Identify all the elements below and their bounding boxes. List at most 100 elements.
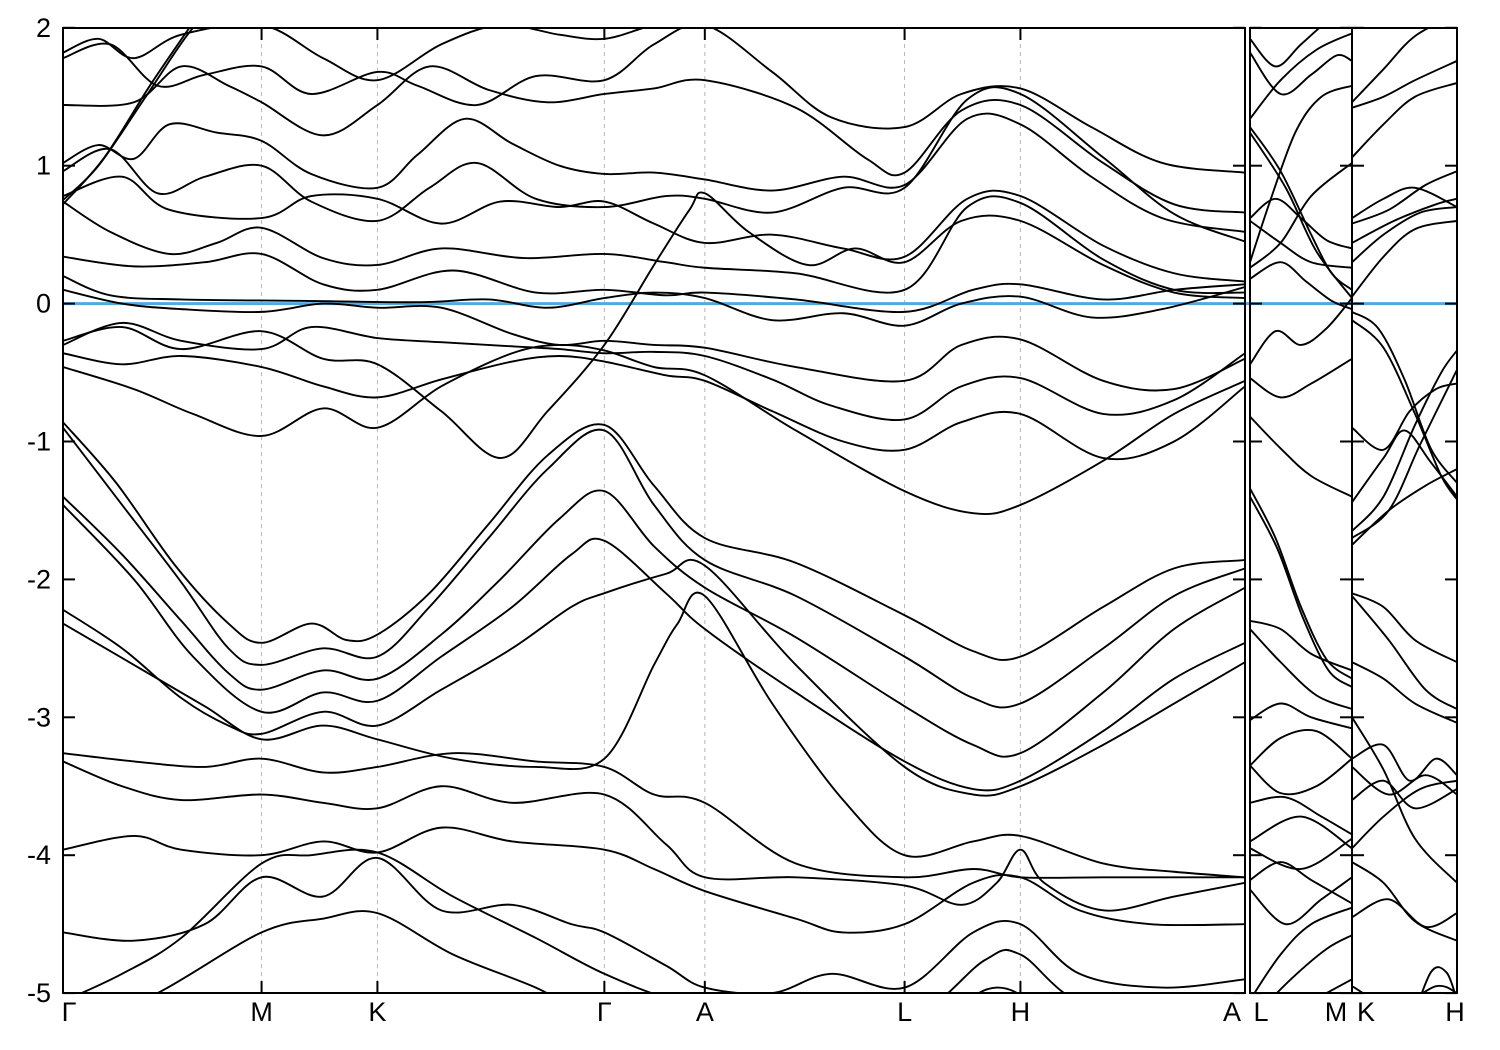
band-path bbox=[63, 760, 1245, 912]
y-axis-label: 0 bbox=[36, 289, 51, 319]
band-path bbox=[1352, 592, 1457, 664]
band-path bbox=[1352, 310, 1457, 484]
kpoint-label: H bbox=[1011, 997, 1031, 1027]
band-path bbox=[63, 288, 1245, 392]
band-path bbox=[63, 28, 191, 206]
band-path bbox=[1250, 487, 1352, 680]
band-path bbox=[1250, 702, 1352, 730]
panel-border bbox=[62, 27, 1246, 994]
band-path bbox=[63, 28, 1245, 174]
band-path bbox=[1250, 161, 1352, 269]
y-axis-label: -3 bbox=[27, 702, 51, 732]
band-path bbox=[1275, 934, 1352, 993]
band-path bbox=[1352, 197, 1457, 244]
kpoint-label: K bbox=[1357, 997, 1375, 1027]
band-path bbox=[1250, 728, 1352, 767]
band-path bbox=[1352, 898, 1457, 929]
band-path bbox=[1352, 779, 1457, 810]
band-path bbox=[63, 112, 1245, 233]
band-path bbox=[1250, 219, 1352, 269]
kpoint-label: L bbox=[1253, 997, 1268, 1027]
kpoint-label: A bbox=[696, 997, 714, 1027]
kpoint-label: Γ bbox=[597, 997, 612, 1027]
band-path bbox=[1352, 319, 1457, 501]
band-path bbox=[1250, 757, 1352, 796]
band-path bbox=[1250, 126, 1352, 291]
kpoint-label: A bbox=[1223, 997, 1241, 1027]
band-path bbox=[1352, 186, 1457, 220]
band-path bbox=[79, 848, 1066, 993]
band-path bbox=[1250, 84, 1352, 264]
kpoint-label: M bbox=[1325, 997, 1348, 1027]
band-path bbox=[1352, 429, 1457, 504]
band-path bbox=[63, 503, 1245, 792]
y-axis-label: -4 bbox=[27, 840, 51, 870]
band-path bbox=[1352, 59, 1457, 109]
band-path bbox=[1352, 28, 1431, 104]
band-path bbox=[1352, 861, 1457, 942]
band-path bbox=[63, 191, 1245, 459]
band-path bbox=[63, 343, 1245, 516]
kpoint-label: H bbox=[1445, 997, 1465, 1027]
band-path bbox=[1250, 815, 1352, 850]
band-path bbox=[1352, 765, 1457, 796]
band-path bbox=[1352, 594, 1457, 710]
band-path bbox=[63, 86, 1245, 243]
band-path bbox=[1352, 468, 1457, 546]
band-path bbox=[63, 275, 1245, 327]
band-path bbox=[63, 426, 1245, 709]
band-path bbox=[63, 321, 1245, 421]
band-path bbox=[63, 421, 1245, 661]
band-path bbox=[1250, 261, 1352, 311]
band-path bbox=[1250, 795, 1352, 836]
band-path bbox=[63, 591, 1245, 879]
band-path bbox=[1250, 876, 1352, 926]
band-path bbox=[1250, 32, 1352, 120]
panel-border bbox=[1351, 27, 1458, 994]
y-axis-label: 2 bbox=[36, 13, 51, 43]
kpoint-label: K bbox=[368, 997, 386, 1027]
band-path bbox=[1352, 219, 1457, 298]
band-path bbox=[63, 195, 1245, 295]
band-path bbox=[63, 826, 1245, 934]
band-path bbox=[63, 65, 1245, 214]
band-path bbox=[1352, 206, 1457, 264]
band-path bbox=[63, 752, 1245, 879]
band-path bbox=[1250, 297, 1352, 366]
band-path bbox=[1250, 837, 1352, 870]
band-path bbox=[1352, 349, 1457, 533]
kpoint-label: M bbox=[250, 997, 273, 1027]
y-axis-label: -2 bbox=[27, 564, 51, 594]
band-path bbox=[63, 489, 1245, 758]
band-path bbox=[1324, 978, 1352, 993]
band-path bbox=[1250, 415, 1352, 498]
band-path bbox=[1352, 82, 1457, 159]
band-path bbox=[1250, 619, 1352, 672]
band-path bbox=[1352, 170, 1457, 225]
kpoint-label: Γ bbox=[62, 997, 77, 1027]
band-path bbox=[1352, 743, 1457, 782]
panel-border bbox=[1249, 27, 1353, 994]
band-path bbox=[1250, 197, 1352, 250]
band-path bbox=[1420, 966, 1456, 993]
band-path bbox=[1352, 984, 1457, 993]
band-path bbox=[63, 175, 1245, 283]
band-path bbox=[155, 910, 1019, 993]
band-path bbox=[1352, 382, 1457, 451]
band-path bbox=[1250, 357, 1352, 399]
band-path bbox=[1250, 51, 1352, 96]
band-path bbox=[1250, 861, 1352, 905]
band-path bbox=[63, 857, 1245, 993]
band-path bbox=[1352, 779, 1457, 850]
y-axis-label: -1 bbox=[27, 427, 51, 457]
band-path bbox=[1250, 28, 1321, 68]
band-path bbox=[1352, 368, 1457, 539]
y-axis-label: -5 bbox=[27, 978, 51, 1008]
band-path bbox=[63, 252, 1245, 313]
band-path bbox=[1250, 628, 1352, 710]
band-path bbox=[1352, 661, 1457, 724]
kpoint-label: L bbox=[897, 997, 912, 1027]
band-path bbox=[63, 352, 1245, 461]
